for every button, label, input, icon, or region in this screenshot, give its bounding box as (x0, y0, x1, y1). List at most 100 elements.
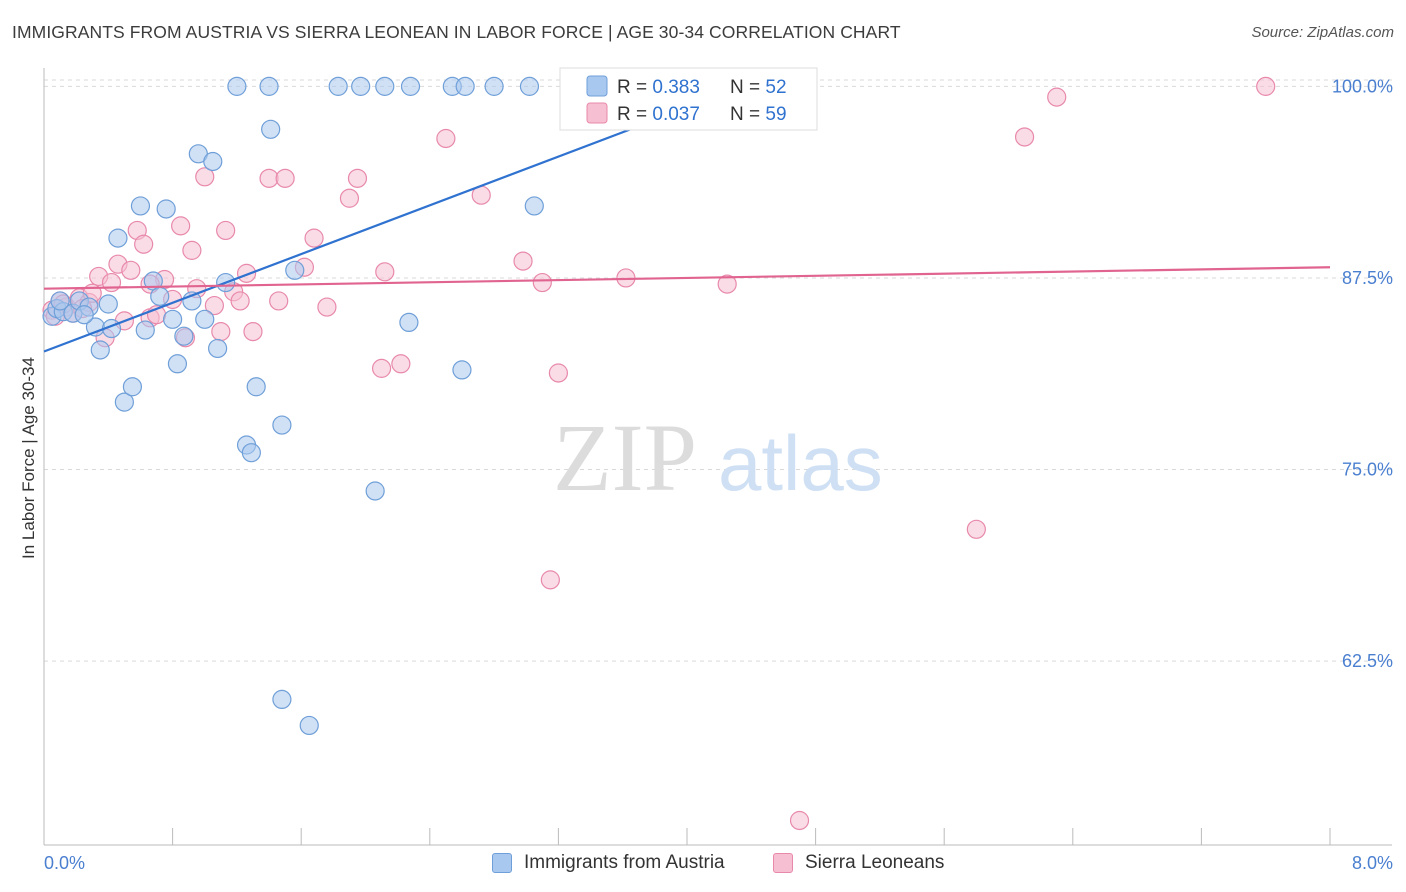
point-austria-29 (241, 443, 261, 463)
y-tick-label-3: 100.0% (1332, 76, 1393, 96)
axes (43, 68, 1392, 846)
point-austria-19 (167, 354, 188, 374)
y-tick-labels: 62.5% 75.0% 87.5% 100.0% (1332, 76, 1393, 671)
point-sierra-leonean-53 (1256, 76, 1276, 96)
trend-line-austria (43, 116, 664, 353)
point-austria-48 (519, 76, 540, 96)
point-sierra-leonean-51 (1014, 127, 1035, 147)
stats-r-label-pink: R = (617, 104, 652, 125)
point-austria-47 (524, 196, 544, 216)
grid-lines (44, 79, 1392, 662)
point-austria-10 (108, 228, 128, 248)
watermark-zip: ZIP (553, 404, 697, 511)
point-sierra-leonean-28 (236, 263, 257, 283)
point-austria-42 (399, 312, 419, 333)
y-tick-label-0: 62.5% (1342, 651, 1393, 671)
point-sierra-leonean-49 (789, 810, 810, 831)
point-sierra-leonean-40 (391, 354, 411, 374)
point-austria-39 (365, 481, 385, 501)
svg-text:R = 0.037: R = 0.037 (617, 104, 700, 125)
point-sierra-leonean-13 (134, 234, 154, 254)
point-sierra-leonean-36 (339, 188, 360, 208)
point-sierra-leonean-30 (259, 168, 279, 188)
svg-text:R = 0.383: R = 0.383 (617, 77, 700, 98)
point-austria-36 (299, 715, 319, 736)
point-sierra-leonean-38 (371, 358, 392, 378)
legend-swatch-austria (492, 853, 512, 873)
stats-r-value-pink: 0.037 (652, 104, 700, 125)
point-austria-18 (163, 309, 183, 329)
point-sierra-leonean-37 (347, 168, 368, 188)
stats-swatch-pink (586, 102, 608, 124)
source-label: Source: ZipAtlas.com (1251, 24, 1394, 41)
legend-item-sierra-leoneans: Sierra Leoneans (773, 852, 944, 874)
point-austria-17 (156, 199, 176, 219)
point-sierra-leonean-52 (1047, 87, 1067, 107)
point-austria-40 (375, 76, 395, 96)
point-sierra-leonean-45 (540, 570, 560, 590)
point-sierra-leonean-41 (436, 128, 456, 149)
y-tick-label-2: 87.5% (1342, 268, 1393, 288)
legend-label-austria: Immigrants from Austria (524, 852, 725, 873)
point-austria-51 (74, 305, 94, 325)
point-sierra-leonean-23 (204, 295, 224, 316)
trend-line-sierra-leonean (43, 266, 1331, 290)
point-sierra-leonean-11 (121, 260, 141, 280)
stats-r-label-blue: R = (617, 77, 652, 98)
point-austria-46 (484, 76, 504, 96)
stats-legend-box: R = 0.383 N = 52 R = 0.037 N = 59 (559, 67, 818, 131)
point-austria-31 (259, 76, 279, 96)
point-austria-14 (135, 320, 155, 340)
point-austria-30 (246, 377, 266, 397)
point-austria-44 (455, 76, 475, 96)
x-tick-label-min: 0.0% (44, 853, 85, 873)
point-austria-25 (208, 338, 228, 359)
point-sierra-leonean-25 (216, 220, 236, 241)
point-austria-34 (285, 260, 305, 280)
point-austria-20 (174, 326, 194, 346)
point-austria-24 (203, 151, 223, 172)
point-sierra-leonean-34 (304, 228, 324, 248)
stats-n-label-blue: N = (730, 77, 765, 98)
point-austria-13 (130, 196, 151, 216)
x-tick-labels: 0.0% 8.0% (44, 853, 1393, 873)
watermark: ZIP atlas (553, 404, 883, 511)
point-austria-11 (114, 392, 134, 412)
stats-n-label-pink: N = (730, 104, 765, 125)
stats-n-value-blue: 52 (765, 77, 786, 98)
point-austria-16 (150, 286, 170, 306)
point-austria-41 (400, 76, 421, 96)
point-austria-8 (98, 294, 118, 314)
stats-n-value-pink: 59 (765, 104, 786, 125)
svg-text:N = 59: N = 59 (730, 104, 787, 125)
point-sierra-leonean-24 (211, 321, 231, 342)
point-sierra-leonean-8 (101, 272, 122, 293)
point-austria-7 (90, 340, 110, 360)
stats-r-value-blue: 0.383 (652, 77, 700, 98)
point-sierra-leonean-35 (317, 297, 337, 317)
point-austria-23 (195, 309, 215, 329)
point-sierra-leonean-27 (230, 291, 250, 311)
point-sierra-leonean-46 (548, 363, 569, 383)
y-tick-label-1: 75.0% (1342, 460, 1393, 480)
y-axis-label: In Labor Force | Age 30-34 (19, 357, 38, 559)
point-sierra-leonean-48 (717, 274, 737, 294)
point-sierra-leonean-50 (966, 519, 986, 539)
point-austria-37 (328, 76, 348, 96)
point-austria-32 (261, 119, 281, 139)
point-sierra-leonean-39 (375, 262, 395, 282)
point-sierra-leonean-22 (195, 167, 215, 187)
stats-swatch-blue (586, 75, 608, 97)
point-austria-35 (272, 689, 292, 710)
point-sierra-leonean-32 (275, 168, 295, 188)
point-sierra-leonean-44 (532, 272, 552, 293)
point-sierra-leonean-43 (513, 251, 533, 271)
point-austria-38 (351, 76, 371, 96)
point-austria-45 (452, 360, 472, 380)
data-points (42, 76, 1276, 831)
point-sierra-leonean-31 (269, 291, 289, 311)
point-austria-50 (50, 291, 70, 311)
point-austria-27 (227, 76, 247, 96)
x-tick-label-max: 8.0% (1352, 853, 1393, 873)
